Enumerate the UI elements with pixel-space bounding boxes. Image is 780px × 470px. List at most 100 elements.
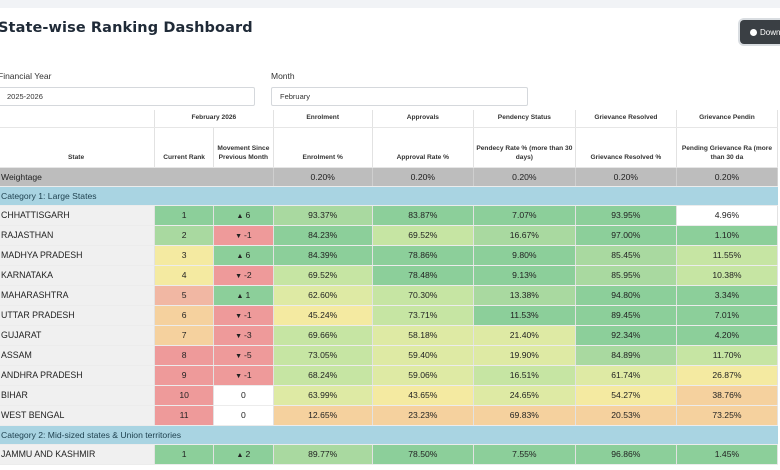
ranking-table: February 2026 Enrolment Approvals Pendency … [0, 110, 779, 465]
table-row[interactable]: MAHARASHTRA 5 ▲ 1 62.60% 70.30% 13.38% 94.80% 3.… [0, 285, 779, 306]
column-header[interactable]: Current Rank [154, 127, 215, 168]
table-row[interactable]: ANDHRA PRADESH 9 ▼ -1 68.24% 59.06% 16.51% 61.7… [0, 365, 779, 386]
state-name: MADHYA PRADESH [0, 245, 156, 266]
arrow-down-icon: ▼ [235, 353, 242, 360]
movement-value: -1 [244, 230, 252, 240]
column-header[interactable]: State [0, 127, 156, 168]
table-row[interactable]: CHHATTISGARH 1 ▲ 6 93.37% 83.87% 7.07% 93.95% 4.… [0, 205, 779, 226]
metric-value: 89.45% [575, 305, 677, 326]
header-column-row: State Current Rank Movement Since Previous… [0, 127, 779, 168]
metric-value: 43.65% [372, 385, 474, 406]
metric-value: 96.86% [575, 444, 677, 465]
arrow-up-icon: ▲ [236, 452, 244, 459]
movement-cell: 0 [213, 405, 274, 426]
metric-value: 69.66% [273, 325, 373, 346]
category-label: Category 2: Mid-sized states & Union ter… [0, 425, 778, 445]
metric-value: 21.40% [473, 325, 576, 346]
movement-cell: ▼ -5 [213, 345, 274, 366]
metric-value: 13.38% [473, 285, 576, 306]
rank-cell: 4 [154, 265, 215, 286]
rank-cell: 1 [154, 205, 215, 226]
table-row[interactable]: WEST BENGAL 11 0 12.65% 23.23% 69.83% 20.53% 73… [0, 405, 779, 426]
metric-value: 61.74% [575, 365, 677, 386]
metric-value: 93.95% [575, 205, 677, 226]
metric-value: 20.53% [575, 405, 677, 426]
movement-cell: ▼ -2 [213, 265, 274, 286]
state-name: MAHARASHTRA [0, 285, 156, 306]
state-name: KARNATAKA [0, 265, 156, 286]
header-group: February 2026 [154, 110, 274, 128]
state-name: BIHAR [0, 385, 156, 406]
rank-cell: 8 [154, 345, 215, 366]
state-name: ANDHRA PRADESH [0, 365, 156, 386]
metric-value: 73.25% [676, 405, 779, 426]
movement-value: 6 [245, 210, 251, 220]
metric-value: 59.06% [372, 365, 474, 386]
column-header[interactable]: Movement Since Previous Month [213, 127, 274, 168]
weightage-label: Weightage [0, 167, 274, 187]
rank-cell: 10 [154, 385, 215, 406]
weightage-row: Weightage 0.20% 0.20% 0.20% 0.20% 0.20% [0, 167, 779, 187]
arrow-down-icon: ▼ [235, 233, 242, 240]
metric-value: 11.70% [676, 345, 779, 366]
metric-value: 11.53% [473, 305, 576, 326]
column-header[interactable]: Pending Grievance Ra (more than 30 da [676, 127, 779, 168]
rank-cell: 7 [154, 325, 215, 346]
metric-value: 70.30% [372, 285, 474, 306]
download-icon [750, 28, 757, 36]
arrow-down-icon: ▼ [235, 373, 242, 380]
financial-year-select[interactable]: 2025-2026 [0, 87, 255, 106]
metric-value: 94.80% [575, 285, 677, 306]
table-row[interactable]: GUJARAT 7 ▼ -3 69.66% 58.18% 21.40% 92.34% 4.20% [0, 325, 779, 346]
metric-value: 10.38% [676, 265, 779, 286]
arrow-up-icon: ▲ [236, 253, 244, 260]
column-header[interactable]: Approval Rate % [372, 127, 474, 168]
metric-value: 73.71% [372, 305, 474, 326]
metric-value: 89.77% [273, 444, 373, 465]
rank-cell: 5 [154, 285, 215, 306]
metric-value: 1.45% [676, 444, 779, 465]
category-row: Category 2: Mid-sized states & Union ter… [0, 425, 778, 445]
metric-value: 7.55% [473, 444, 576, 465]
metric-value: 16.67% [473, 225, 576, 246]
metric-value: 92.34% [575, 325, 677, 346]
table-row[interactable]: JAMMU AND KASHMIR 1 ▲ 2 89.77% 78.50% 7.55% 96.… [0, 444, 779, 465]
metric-value: 69.52% [273, 265, 373, 286]
rank-cell: 3 [154, 245, 215, 266]
arrow-up-icon: ▲ [236, 293, 244, 300]
table-row[interactable]: BIHAR 10 0 63.99% 43.65% 24.65% 54.27% 38.76% [0, 385, 779, 406]
state-name: UTTAR PRADESH [0, 305, 156, 326]
movement-cell: ▲ 2 [213, 444, 274, 465]
header-group: Enrolment [273, 110, 373, 128]
table-row[interactable]: MADHYA PRADESH 3 ▲ 6 84.39% 78.86% 9.80% 85.45%… [0, 245, 779, 266]
column-header[interactable]: Grievance Resolved % [575, 127, 677, 168]
metric-value: 78.50% [372, 444, 474, 465]
rank-cell: 2 [154, 225, 215, 246]
metric-value: 38.76% [676, 385, 779, 406]
table-row[interactable]: ASSAM 8 ▼ -5 73.05% 59.40% 19.90% 84.89% 11.70% [0, 345, 779, 366]
month-select[interactable]: February [271, 87, 528, 106]
download-button[interactable]: Down [740, 20, 780, 44]
category-row: Category 1: Large States [0, 186, 778, 206]
table-row[interactable]: KARNATAKA 4 ▼ -2 69.52% 78.48% 9.13% 85.95% 10.3… [0, 265, 779, 286]
metric-value: 9.80% [473, 245, 576, 266]
page-title: State-wise Ranking Dashboard [0, 20, 253, 36]
download-label: Down [760, 27, 780, 37]
column-header[interactable]: Pendecy Rate % (more than 30 days) [473, 127, 576, 168]
metric-value: 26.87% [676, 365, 779, 386]
category-label: Category 1: Large States [0, 186, 778, 206]
column-header[interactable]: Enrolment % [273, 127, 373, 168]
table-row[interactable]: UTTAR PRADESH 6 ▼ -1 45.24% 73.71% 11.53% 89.45… [0, 305, 779, 326]
weightage-value: 0.20% [273, 167, 373, 187]
metric-value: 54.27% [575, 385, 677, 406]
header-group: Grievance Pendin [676, 110, 779, 128]
movement-value: -1 [244, 370, 252, 380]
metric-value: 16.51% [473, 365, 576, 386]
metric-value: 62.60% [273, 285, 373, 306]
arrow-down-icon: ▼ [235, 333, 242, 340]
table-row[interactable]: RAJASTHAN 2 ▼ -1 84.23% 69.52% 16.67% 97.00% 1.1… [0, 225, 779, 246]
metric-value: 7.01% [676, 305, 779, 326]
metric-value: 4.96% [676, 205, 779, 226]
month-label: Month [271, 71, 295, 81]
metric-value: 4.20% [676, 325, 779, 346]
